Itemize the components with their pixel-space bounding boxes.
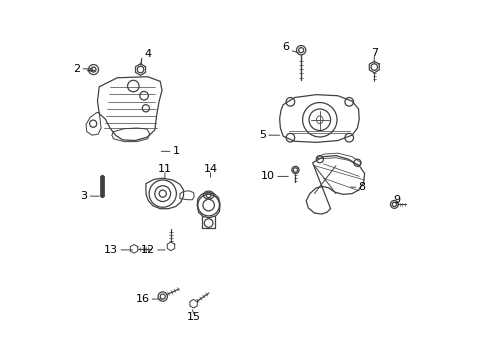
Text: 16: 16 (135, 294, 149, 304)
Text: 6: 6 (282, 42, 289, 52)
Text: 13: 13 (104, 245, 118, 255)
Text: 9: 9 (392, 195, 400, 205)
Text: 15: 15 (186, 312, 200, 322)
Text: 3: 3 (80, 191, 87, 201)
Text: 5: 5 (259, 130, 265, 140)
Text: 7: 7 (370, 48, 377, 58)
Text: 2: 2 (73, 64, 80, 74)
Text: 4: 4 (144, 49, 152, 59)
Text: 1: 1 (172, 146, 180, 156)
Text: 14: 14 (203, 164, 217, 174)
Text: 8: 8 (358, 182, 365, 192)
Text: 12: 12 (141, 245, 155, 255)
Text: 11: 11 (158, 164, 172, 174)
Text: 10: 10 (261, 171, 274, 181)
